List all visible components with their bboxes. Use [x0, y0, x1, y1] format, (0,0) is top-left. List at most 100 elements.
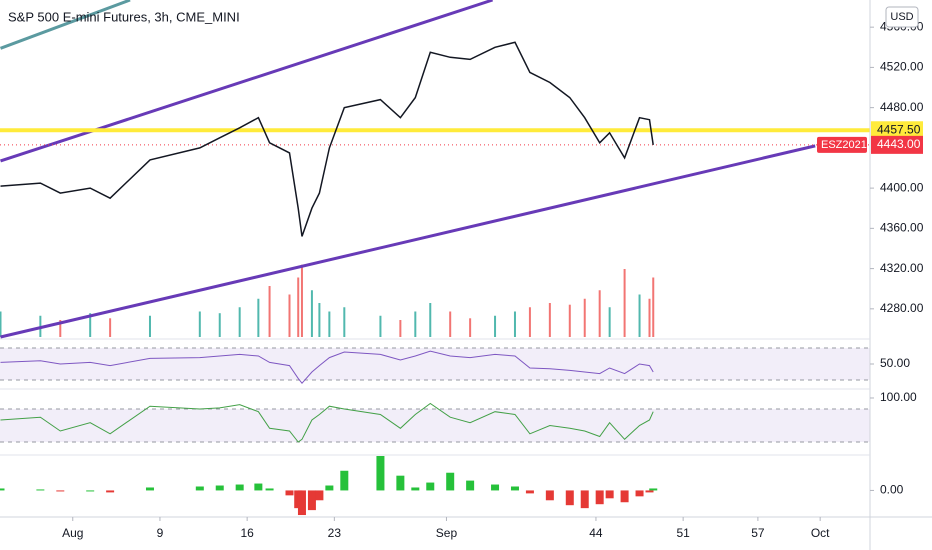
histogram-bar: [340, 470, 349, 491]
histogram-bar: [605, 490, 614, 499]
band: [0, 408, 870, 443]
volume-bar: [528, 307, 531, 337]
y-tick-label: 4320.00: [880, 261, 924, 275]
y-tick-label: 100.00: [880, 390, 917, 404]
trend-line: [0, 0, 494, 163]
histogram-bar: [297, 490, 306, 516]
histogram-bar: [106, 490, 115, 493]
histogram-bar: [215, 485, 224, 491]
histogram-bar: [466, 480, 475, 491]
volume-bar: [513, 311, 516, 337]
x-tick-label: 23: [328, 526, 342, 540]
histogram-bar: [307, 490, 316, 511]
histogram-bar: [620, 490, 629, 503]
volume-bar: [638, 294, 641, 337]
histogram-bar: [645, 490, 654, 493]
price-tag: [871, 135, 923, 154]
histogram-bar: [254, 483, 263, 491]
histogram-bar: [396, 475, 405, 491]
y-tick-label: 4400.00: [880, 180, 924, 194]
symbol-tag-label: ESZ2021: [821, 139, 867, 151]
histogram-bar: [580, 490, 589, 509]
series-line: [0, 402, 654, 443]
volume-bar: [310, 290, 313, 337]
series-line: [0, 350, 654, 384]
histogram-bar: [325, 485, 334, 491]
x-tick-label: Oct: [811, 526, 830, 540]
histogram-bar: [36, 489, 45, 491]
histogram-bar: [285, 490, 294, 496]
x-tick-label: 51: [676, 526, 690, 540]
x-tick-label: Sep: [436, 526, 458, 540]
volume-bar: [0, 311, 2, 337]
histogram-bar: [446, 472, 455, 491]
histogram-bar: [235, 484, 244, 491]
price-tag-label: 4443.00: [877, 137, 921, 151]
trend-line: [0, 144, 816, 339]
histogram-bar: [265, 488, 274, 491]
volume-bar: [449, 311, 452, 337]
histogram-bar: [525, 490, 534, 494]
histogram-bar: [426, 482, 435, 491]
histogram-bar: [195, 486, 204, 491]
histogram-bar: [545, 490, 554, 501]
band: [0, 348, 870, 380]
currency-button: [885, 6, 919, 28]
volume-bar: [328, 311, 331, 337]
volume-bar: [109, 318, 112, 337]
volume-bar: [300, 264, 303, 337]
histogram-bar: [376, 456, 385, 491]
volume-bar: [598, 290, 601, 337]
volume-bar: [469, 318, 472, 337]
histogram-bar: [491, 484, 500, 491]
histogram-bar: [411, 487, 420, 491]
volume-bar: [288, 294, 291, 337]
x-tick-label: 9: [157, 526, 164, 540]
y-tick-label: 4520.00: [880, 60, 924, 74]
histogram-bar: [145, 487, 154, 491]
chart-title: S&P 500 E-mini Futures, 3h, CME_MINI: [8, 9, 240, 24]
price-tag-label: 4457.50: [877, 122, 921, 136]
volume-bar: [608, 307, 611, 337]
trend-line: [0, 0, 131, 50]
price-tag: [871, 121, 923, 140]
currency-label: USD: [890, 11, 913, 23]
volume-bar: [568, 304, 571, 337]
histogram-bar: [649, 488, 658, 491]
volume-bar: [548, 303, 551, 337]
y-tick-label: 50.00: [880, 356, 910, 370]
x-tick-label: 16: [240, 526, 254, 540]
volume-bar: [198, 311, 201, 337]
volume-bar: [652, 277, 655, 337]
volume-bar: [257, 298, 260, 337]
histogram-bar: [86, 490, 95, 492]
histogram-bar: [635, 490, 644, 497]
y-tick-label: 0.00: [880, 483, 904, 497]
x-tick-label: Aug: [62, 526, 83, 540]
symbol-tag: [817, 136, 867, 153]
volume-bar: [297, 277, 300, 337]
histogram-bar: [510, 486, 519, 491]
volume-bar: [89, 313, 92, 337]
volume-bar: [148, 315, 151, 337]
volume-bar: [583, 298, 586, 337]
series-line: [0, 41, 654, 237]
volume-bar: [318, 303, 321, 337]
volume-bar: [623, 269, 626, 337]
histogram-bar: [315, 490, 324, 501]
volume-bar: [343, 307, 346, 337]
volume-bar: [379, 315, 382, 337]
histogram-bar: [56, 490, 65, 492]
volume-bar: [429, 303, 432, 337]
volume-bar: [494, 315, 497, 337]
volume-bar: [399, 320, 402, 337]
y-tick-label: 4280.00: [880, 301, 924, 315]
x-tick-label: 44: [589, 526, 603, 540]
y-tick-label: 4480.00: [880, 100, 924, 114]
volume-bar: [648, 298, 651, 337]
y-tick-label: 4360.00: [880, 221, 924, 235]
volume-bar: [238, 307, 241, 337]
histogram-bar: [0, 488, 5, 491]
volume-bar: [414, 311, 417, 337]
